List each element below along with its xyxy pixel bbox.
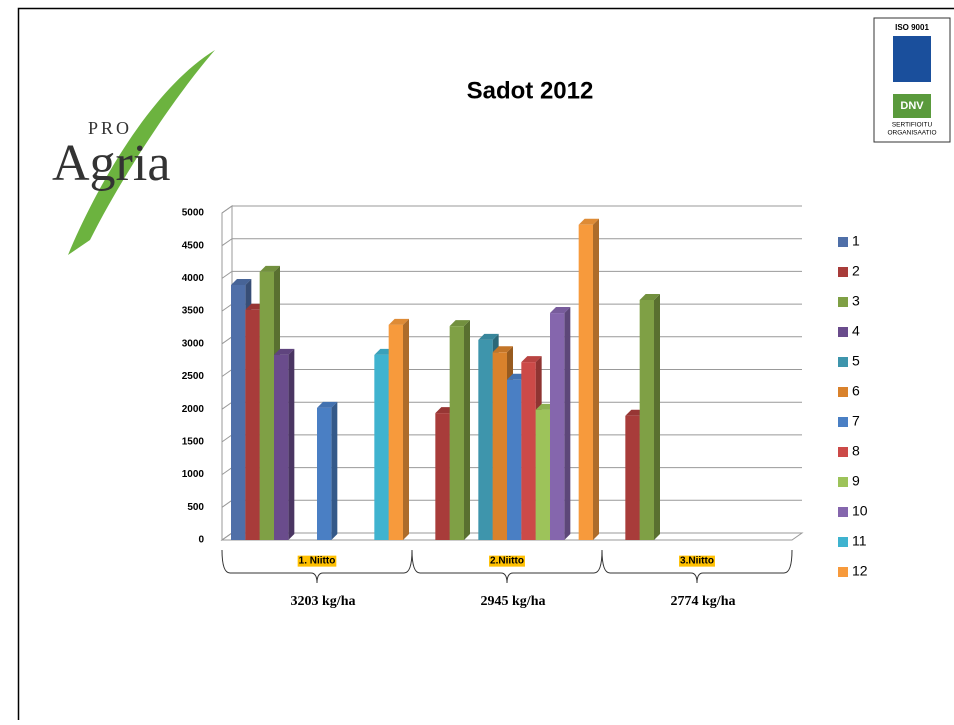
- bar-side: [288, 349, 294, 540]
- annotation: 2774 kg/ha: [671, 594, 736, 609]
- bar: [245, 310, 259, 540]
- legend-label: 12: [852, 563, 868, 579]
- y-tick-label: 4000: [182, 273, 205, 284]
- legend-label: 5: [852, 353, 860, 369]
- bar: [478, 340, 492, 540]
- legend-label: 1: [852, 233, 860, 249]
- legend-label: 8: [852, 443, 860, 459]
- bar: [640, 300, 654, 540]
- y-tick-label: 5000: [182, 208, 205, 219]
- annotation: 3203 kg/ha: [291, 594, 356, 609]
- chart-title: Sadot 2012: [467, 77, 594, 104]
- bar-side: [464, 320, 470, 540]
- badge-line1: SERTIFIOITU: [892, 122, 933, 129]
- logo-large: Agria: [52, 135, 170, 192]
- badge-line2: ORGANISAATIO: [888, 130, 937, 137]
- y-tick-label: 2000: [182, 404, 205, 415]
- bar: [507, 380, 521, 540]
- legend-label: 2: [852, 263, 860, 279]
- x-tick-label: 2.Niitto: [490, 556, 524, 567]
- bar-side: [403, 319, 409, 540]
- bar: [389, 325, 403, 540]
- bar: [550, 313, 564, 540]
- legend-label: 6: [852, 383, 860, 399]
- legend-swatch: [838, 537, 848, 547]
- legend-swatch: [838, 327, 848, 337]
- bar: [317, 408, 331, 540]
- bar: [450, 326, 464, 540]
- bar: [374, 355, 388, 540]
- bar-side: [564, 307, 570, 540]
- y-tick-label: 500: [187, 502, 204, 513]
- legend-swatch: [838, 237, 848, 247]
- legend-swatch: [838, 567, 848, 577]
- bar-side: [593, 219, 599, 540]
- legend-swatch: [838, 267, 848, 277]
- bar: [536, 410, 550, 540]
- y-tick-label: 4500: [182, 240, 205, 251]
- bar: [435, 413, 449, 540]
- legend-swatch: [838, 417, 848, 427]
- bar: [260, 272, 274, 540]
- legend-swatch: [838, 297, 848, 307]
- bar: [625, 416, 639, 540]
- x-tick-label: 1. Niitto: [299, 556, 336, 567]
- legend-swatch: [838, 357, 848, 367]
- x-tick-label: 3.Niitto: [680, 556, 714, 567]
- badge-mid: DNV: [900, 100, 924, 112]
- annotation: 2945 kg/ha: [481, 594, 546, 609]
- legend-label: 10: [852, 503, 868, 519]
- bar: [579, 225, 593, 540]
- bar-side: [654, 294, 660, 540]
- legend-label: 7: [852, 413, 860, 429]
- legend-swatch: [838, 447, 848, 457]
- bar: [521, 362, 535, 540]
- legend-swatch: [838, 507, 848, 517]
- legend-label: 11: [852, 533, 867, 549]
- badge-top: ISO 9001: [895, 23, 929, 32]
- badge-icon: [893, 36, 931, 82]
- legend-label: 9: [852, 473, 860, 489]
- bar-side: [331, 402, 337, 540]
- y-tick-label: 0: [198, 535, 204, 546]
- y-tick-label: 3500: [182, 306, 205, 317]
- legend-swatch: [838, 477, 848, 487]
- bar: [274, 355, 288, 540]
- bar: [231, 285, 245, 540]
- bar: [493, 352, 507, 540]
- legend-label: 4: [852, 323, 860, 339]
- y-tick-label: 2500: [182, 371, 205, 382]
- y-tick-label: 1000: [182, 469, 205, 480]
- legend-swatch: [838, 387, 848, 397]
- y-tick-label: 1500: [182, 437, 205, 448]
- y-tick-label: 3000: [182, 338, 205, 349]
- legend-label: 3: [852, 293, 860, 309]
